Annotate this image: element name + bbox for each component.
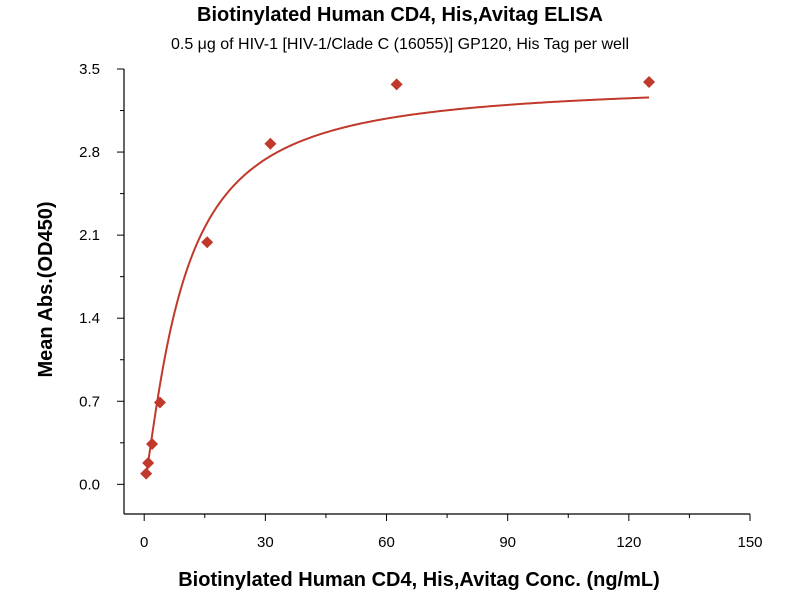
y-tick-label: 0.0 (79, 476, 100, 493)
data-point (390, 78, 403, 91)
chart-subtitle: 0.5 μg of HIV-1 [HIV-1/Clade C (16055)] … (170, 36, 630, 53)
data-point (153, 396, 166, 409)
x-tick-label: 0 (140, 534, 148, 551)
data-point (264, 137, 277, 150)
y-tick-label: 0.7 (79, 393, 100, 410)
x-tick-label: 90 (499, 534, 516, 551)
fit-curve (145, 96, 650, 475)
y-axis-ticks: 0.0 0.7 1.4 2.1 2.8 3.5 (79, 61, 124, 493)
y-tick-label: 1.4 (79, 310, 100, 327)
data-point (643, 76, 656, 89)
data-point (140, 467, 153, 480)
y-tick-label: 2.8 (79, 144, 100, 161)
axes (123, 69, 750, 515)
x-tick-label: 60 (378, 534, 395, 551)
y-tick-label: 2.1 (79, 227, 100, 244)
data-points (140, 76, 656, 480)
x-axis-title: Biotinylated Human CD4, His,Avitag Conc.… (178, 569, 660, 591)
y-tick-label: 3.5 (79, 61, 100, 78)
x-tick-label: 120 (616, 534, 641, 551)
x-tick-label: 150 (737, 534, 762, 551)
x-tick-label: 30 (257, 534, 274, 551)
data-point (201, 236, 214, 249)
chart-title: Biotinylated Human CD4, His,Avitag ELISA (197, 4, 603, 26)
x-axis-ticks: 0 30 60 90 120 150 (140, 514, 763, 551)
data-point (142, 456, 155, 469)
data-point (146, 437, 159, 450)
y-axis-title: Mean Abs.(OD450) (35, 202, 57, 378)
